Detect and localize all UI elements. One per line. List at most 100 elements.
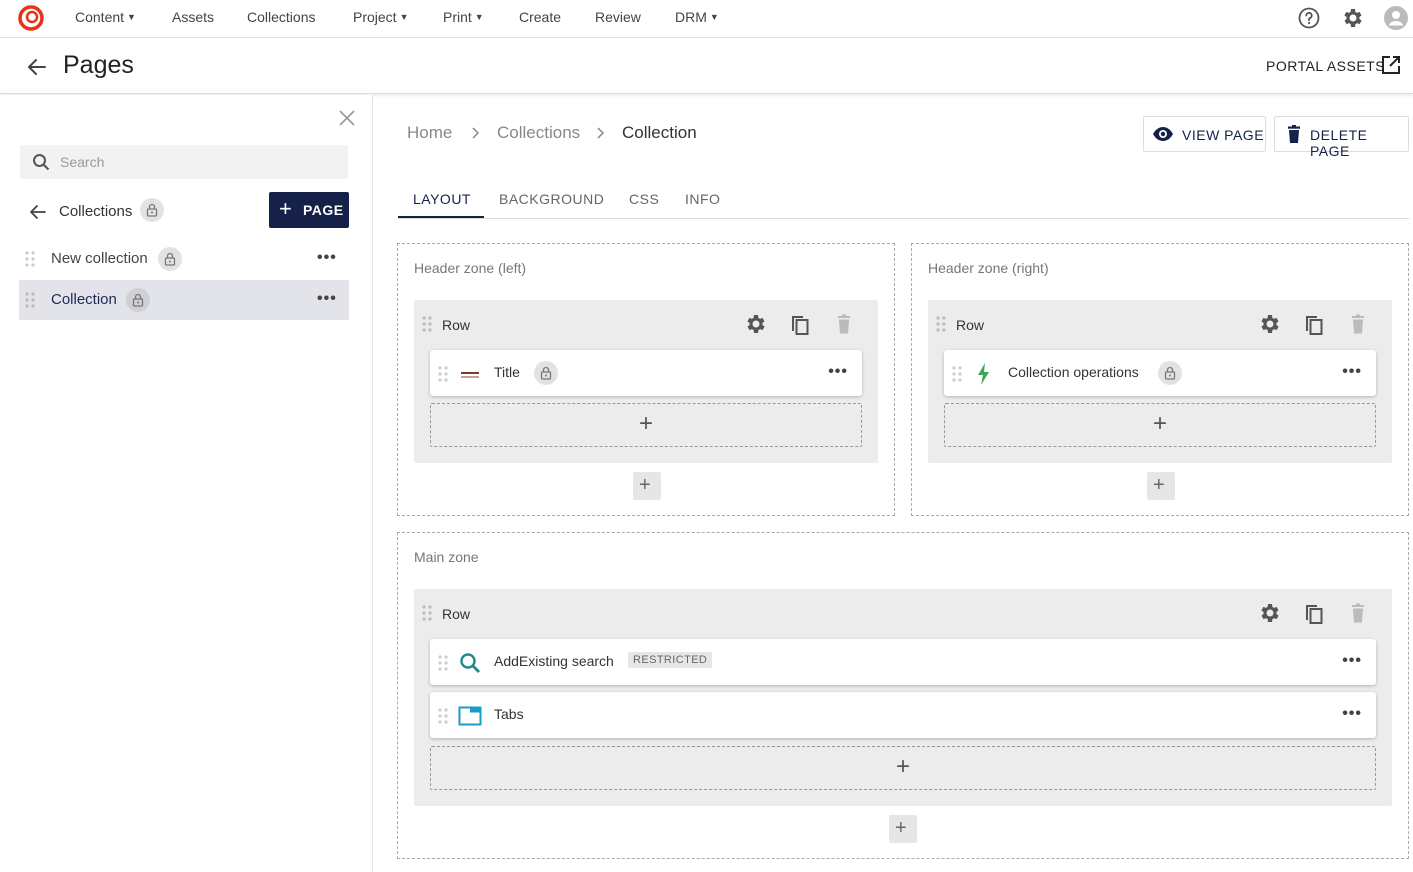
back-arrow-icon[interactable] [26, 56, 48, 78]
more-options-icon[interactable]: ••• [1342, 652, 1362, 669]
row-settings-gear-icon[interactable] [1258, 601, 1282, 625]
add-page-button[interactable]: + PAGE [269, 192, 349, 228]
nav-create[interactable]: Create [519, 9, 562, 25]
delete-row-trash-icon[interactable] [1346, 312, 1370, 336]
chevron-right-icon [472, 127, 480, 139]
view-page-label: VIEW PAGE [1182, 127, 1265, 143]
active-tab-indicator [398, 216, 484, 218]
lock-icon [158, 247, 182, 271]
tab-background[interactable]: BACKGROUND [499, 191, 605, 207]
duplicate-icon[interactable] [788, 312, 812, 336]
gear-icon[interactable] [1341, 6, 1365, 30]
component-title[interactable]: Title ••• [430, 350, 862, 396]
drag-handle-icon[interactable] [952, 366, 962, 382]
component-name: AddExisting search [494, 653, 614, 669]
close-icon[interactable] [338, 109, 356, 127]
layout-row: Row AddExisting search RESTRICTED ••• Ta… [414, 589, 1392, 806]
delete-page-button[interactable]: DELETE PAGE [1274, 116, 1409, 159]
add-row-button[interactable]: + [1147, 472, 1175, 500]
chevron-right-icon [597, 127, 605, 139]
row-label: Row [956, 317, 985, 333]
row-label: Row [442, 606, 471, 622]
pages-sidebar: Search Collections + PAGE New collection… [0, 95, 373, 872]
drag-handle-icon[interactable] [438, 708, 448, 724]
tab-info[interactable]: INFO [685, 191, 721, 207]
breadcrumb-home[interactable]: Home [407, 123, 453, 142]
main-zone: Main zone Row AddExisting search RESTRIC… [397, 532, 1409, 859]
nav-assets[interactable]: Assets [172, 9, 215, 25]
row-label: Row [442, 317, 471, 333]
portal-assets-link[interactable]: PORTAL ASSETS [1266, 58, 1386, 74]
add-component-slot[interactable]: + [430, 746, 1376, 790]
app-logo[interactable] [18, 5, 44, 31]
nav-project[interactable]: Project ▼ [353, 9, 409, 25]
page-title: Pages [63, 51, 134, 79]
page-header: Pages PORTAL ASSETS [0, 38, 1413, 94]
user-avatar-icon[interactable] [1384, 6, 1408, 30]
nav-review[interactable]: Review [595, 9, 641, 25]
tab-css[interactable]: CSS [629, 191, 660, 207]
component-name: Title [494, 364, 520, 380]
more-options-icon[interactable]: ••• [317, 290, 337, 307]
zone-title: Header zone (left) [414, 260, 527, 276]
nav-collections[interactable]: Collections [247, 9, 316, 25]
component-addexisting-search[interactable]: AddExisting search RESTRICTED ••• [430, 639, 1376, 685]
help-icon[interactable] [1297, 6, 1321, 30]
lock-icon [534, 361, 558, 385]
header-zone-left: Header zone (left) Row Title ••• + + [397, 243, 895, 516]
external-link-icon[interactable] [1381, 55, 1401, 75]
delete-row-trash-icon[interactable] [1346, 601, 1370, 625]
add-component-slot[interactable]: + [430, 403, 862, 447]
layout-row: Row Collection operations ••• + [928, 300, 1392, 463]
drag-handle-icon[interactable] [25, 292, 35, 308]
nav-print[interactable]: Print ▼ [443, 9, 484, 25]
component-tabs[interactable]: Tabs ••• [430, 692, 1376, 738]
page-list-item-new-collection[interactable]: New collection ••• [19, 239, 349, 279]
back-arrow-icon[interactable] [28, 202, 48, 222]
tab-layout[interactable]: LAYOUT [413, 191, 471, 207]
drag-handle-icon[interactable] [438, 366, 448, 382]
row-settings-gear-icon[interactable] [1258, 312, 1282, 336]
add-row-button[interactable]: + [633, 472, 661, 500]
zone-title: Header zone (right) [928, 260, 1049, 276]
add-component-slot[interactable]: + [944, 403, 1376, 447]
view-page-button[interactable]: VIEW PAGE [1143, 116, 1266, 152]
header-zone-right: Header zone (right) Row Collection opera… [911, 243, 1409, 516]
drag-handle-icon[interactable] [936, 316, 946, 332]
tabs-icon [458, 706, 482, 726]
drag-handle-icon[interactable] [422, 316, 432, 332]
restricted-badge: RESTRICTED [628, 652, 713, 668]
add-page-label: PAGE [303, 202, 344, 218]
lock-icon [140, 198, 164, 222]
duplicate-icon[interactable] [1302, 312, 1326, 336]
more-options-icon[interactable]: ••• [1342, 705, 1362, 722]
zone-title: Main zone [414, 549, 479, 565]
page-tabs: LAYOUT BACKGROUND CSS INFO [398, 183, 1409, 219]
search-placeholder: Search [60, 154, 105, 170]
add-row-button[interactable]: + [889, 815, 917, 843]
page-list-item-collection[interactable]: Collection ••• [19, 280, 349, 320]
drag-handle-icon[interactable] [438, 655, 448, 671]
search-icon [460, 653, 480, 673]
row-settings-gear-icon[interactable] [744, 312, 768, 336]
more-options-icon[interactable]: ••• [1342, 363, 1362, 380]
layout-row: Row Title ••• + [414, 300, 878, 463]
breadcrumb-collections[interactable]: Collections [497, 123, 581, 142]
drag-handle-icon[interactable] [25, 251, 35, 267]
nav-drm[interactable]: DRM ▼ [675, 9, 719, 25]
page-name: New collection [51, 250, 148, 267]
top-navigation: Content ▼ Assets Collections Project ▼ Pri… [0, 0, 1413, 38]
parent-page-label[interactable]: Collections [59, 203, 133, 220]
title-icon [461, 372, 479, 378]
nav-content[interactable]: Content ▼ [75, 9, 136, 25]
search-icon [33, 154, 50, 171]
delete-row-trash-icon[interactable] [832, 312, 856, 336]
breadcrumb-current: Collection [622, 123, 697, 142]
page-editor: Home Collections Collection VIEW PAGE DE… [374, 95, 1413, 872]
component-collection-operations[interactable]: Collection operations ••• [944, 350, 1376, 396]
search-field[interactable]: Search [20, 145, 348, 179]
more-options-icon[interactable]: ••• [317, 249, 337, 266]
duplicate-icon[interactable] [1302, 601, 1326, 625]
more-options-icon[interactable]: ••• [828, 363, 848, 380]
drag-handle-icon[interactable] [422, 605, 432, 621]
